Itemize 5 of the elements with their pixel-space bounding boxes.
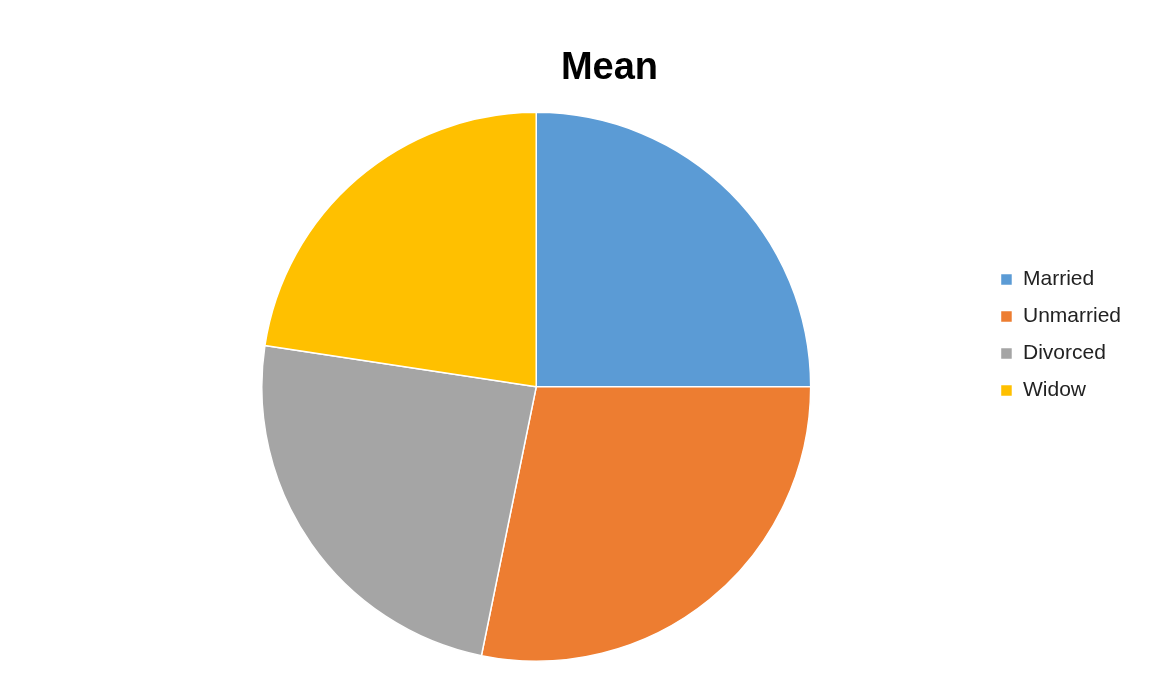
legend-label: Unmarried bbox=[1022, 303, 1121, 327]
legend-label: Divorced bbox=[1022, 340, 1106, 364]
legend-label: Married bbox=[1022, 266, 1095, 290]
chart-title: Mean bbox=[560, 45, 659, 88]
legend-label: Widow bbox=[1022, 377, 1087, 401]
